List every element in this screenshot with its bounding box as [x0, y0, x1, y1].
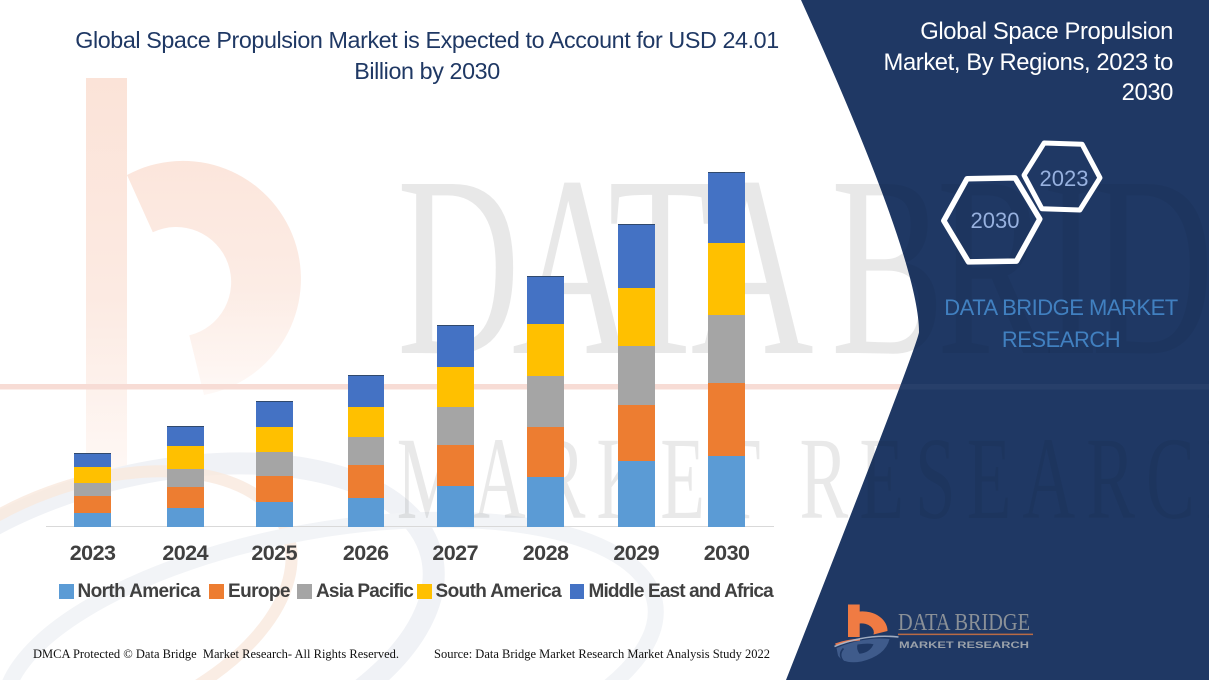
svg-text:DATA BRIDGE: DATA BRIDGE [898, 610, 1030, 636]
svg-text:MARKET RESEARCH: MARKET RESEARCH [899, 640, 1029, 651]
